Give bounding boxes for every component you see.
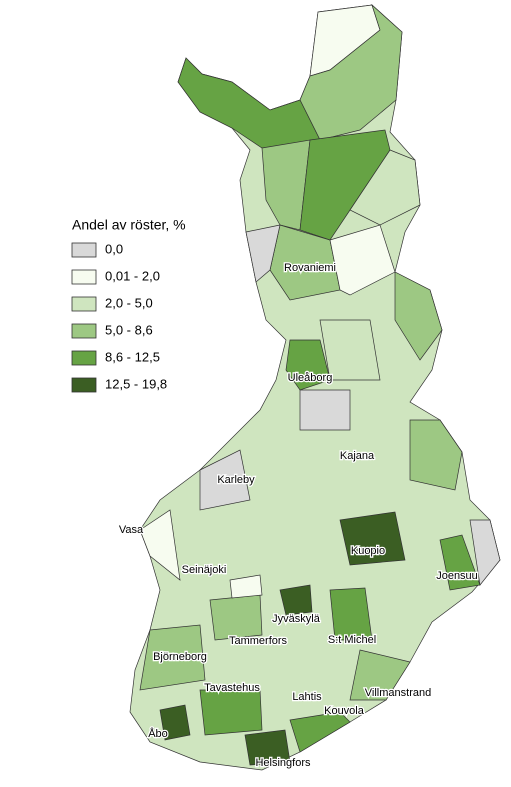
region (244, 729, 291, 766)
legend: Andel av röster, % 0,0 0,01 - 2,0 2,0 - 5,… (71, 217, 186, 393)
region (199, 689, 263, 736)
region (469, 519, 501, 586)
legend-title: Andel av röster, % (72, 217, 186, 233)
city-label: Tavastehus (204, 682, 260, 694)
city-label: Joensuu (436, 570, 478, 582)
region (139, 624, 206, 691)
region (177, 57, 321, 151)
city-label: Björneborg (153, 651, 207, 663)
city-label: Rovaniemi (284, 262, 336, 274)
region (209, 594, 263, 641)
city-labels: Rovaniemi Uleåborg Kajana Karleby Vasa Kuopio… (118, 261, 479, 771)
region (261, 139, 311, 231)
city-label: Kouvola (324, 705, 365, 717)
city-label: Åbo (148, 727, 168, 740)
region (329, 587, 373, 641)
legend-swatch (71, 350, 97, 366)
region (319, 319, 381, 381)
city-label: Helsingfors (255, 757, 311, 769)
region (394, 271, 443, 361)
region (349, 649, 411, 701)
legend-swatch (71, 296, 97, 312)
city-label: Tammerfors (229, 635, 288, 647)
city-label: Jyväskylä (272, 613, 321, 625)
legend-swatch (71, 242, 97, 258)
city-label: Kuopio (351, 545, 385, 557)
city-label: Seinäjoki (182, 564, 227, 576)
municipalities (129, 3, 501, 771)
region (245, 224, 281, 283)
region (299, 389, 351, 431)
legend-label: 0,0 (105, 241, 123, 256)
legend-label: 2,0 - 5,0 (105, 295, 153, 310)
region (329, 224, 396, 296)
legend-label: 8,6 - 12,5 (105, 349, 160, 364)
city-label: Kajana (340, 450, 375, 462)
city-label: Lahtis (292, 691, 322, 703)
region (199, 449, 251, 511)
legend-swatch (71, 377, 97, 393)
legend-swatch (71, 323, 97, 339)
region (139, 509, 181, 581)
region (339, 511, 406, 566)
legend-label: 12,5 - 19,8 (105, 376, 167, 391)
legend-swatch (71, 269, 97, 285)
city-label: Karleby (217, 474, 255, 486)
city-label: Uleåborg (288, 372, 333, 384)
region (229, 574, 263, 599)
region (349, 149, 421, 226)
region (159, 704, 191, 741)
legend-label: 5,0 - 8,6 (105, 322, 153, 337)
region (279, 584, 313, 616)
city-label: Vasa (119, 524, 144, 536)
city-label: Villmanstrand (365, 687, 431, 699)
legend-label: 0,01 - 2,0 (105, 268, 160, 283)
region (285, 339, 331, 391)
region (409, 419, 463, 491)
region (289, 711, 351, 753)
city-label: S:t Michel (328, 634, 376, 646)
